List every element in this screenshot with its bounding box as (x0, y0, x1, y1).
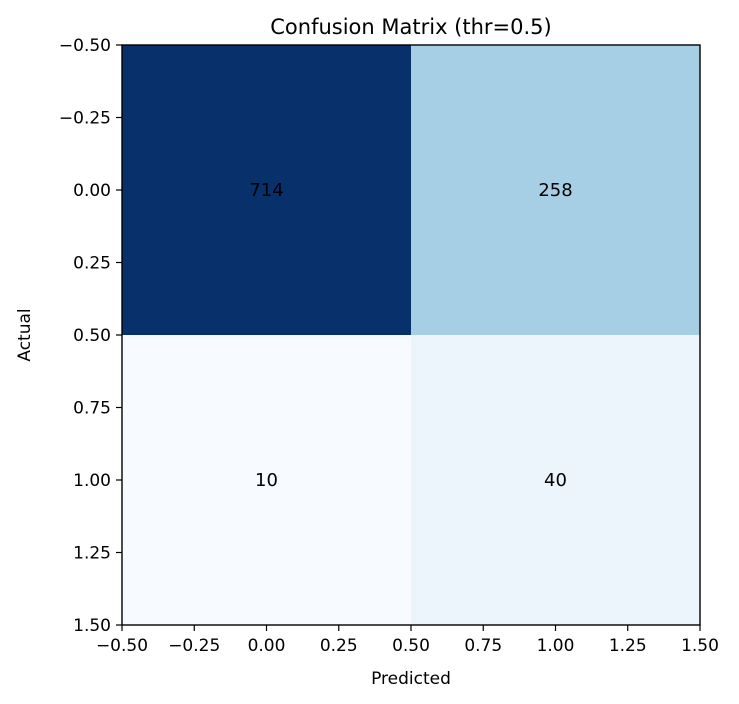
y-tick-label: −0.50 (59, 36, 111, 56)
cell-value-label: 714 (249, 180, 283, 201)
y-tick-label: 0.75 (73, 399, 111, 419)
x-tick-label: −0.50 (96, 636, 148, 656)
y-tick-label: 1.50 (73, 616, 111, 636)
heatmap-cells (122, 45, 700, 625)
y-tick-label: 1.00 (73, 471, 111, 491)
cell-value-label: 10 (255, 470, 278, 491)
heatmap-cell-1-0 (122, 335, 411, 625)
x-axis-ticks: −0.50 −0.25 0.00 0.25 0.50 0.75 1.00 1.25 1.50 (96, 625, 719, 656)
chart-title: Confusion Matrix (thr=0.5) (270, 15, 551, 39)
y-axis-ticks: −0.50 −0.25 0.00 0.25 0.50 0.75 1.00 1.25 1.50 (59, 36, 122, 636)
y-tick-label: 1.25 (73, 544, 111, 564)
x-tick-label: 0.75 (464, 636, 502, 656)
heatmap-cell-1-1 (411, 335, 700, 625)
x-tick-label: 0.25 (320, 636, 358, 656)
x-tick-label: −0.25 (168, 636, 220, 656)
cell-value-label: 40 (544, 470, 567, 491)
heatmap-cell-0-1 (411, 45, 700, 335)
y-axis-label: Actual (15, 308, 35, 361)
y-tick-label: 0.25 (73, 254, 111, 274)
y-tick-label: 0.50 (73, 326, 111, 346)
y-tick-label: −0.25 (59, 109, 111, 129)
x-tick-label: 1.25 (609, 636, 647, 656)
x-axis-label: Predicted (371, 669, 451, 689)
x-tick-label: 1.50 (681, 636, 719, 656)
x-tick-label: 1.00 (537, 636, 575, 656)
heatmap-cell-0-0 (122, 45, 411, 335)
x-tick-label: 0.50 (392, 636, 430, 656)
x-tick-label: 0.00 (248, 636, 286, 656)
cell-value-label: 258 (538, 180, 572, 201)
y-tick-label: 0.00 (73, 181, 111, 201)
cell-value-labels: 714 258 10 40 (249, 180, 572, 491)
